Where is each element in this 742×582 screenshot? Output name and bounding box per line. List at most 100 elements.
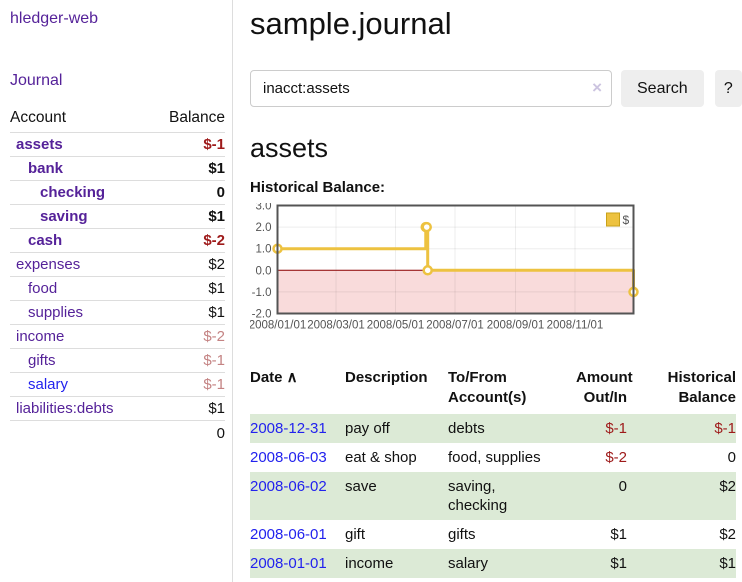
sidebar: hledger-web Journal Account Balance asse… bbox=[0, 0, 233, 582]
transaction-amount: $-1 bbox=[605, 420, 627, 437]
search-input[interactable] bbox=[250, 70, 612, 107]
transaction-row: 2008-12-31 pay off debts $-1 $-1 bbox=[250, 414, 736, 443]
svg-text:2.0: 2.0 bbox=[256, 222, 272, 234]
register-table: Date ∧ Description To/From Account(s) Amount… bbox=[250, 368, 736, 578]
account-balance: 0 bbox=[149, 180, 225, 205]
register-col-amount-outin: Amount Out/In bbox=[576, 369, 633, 406]
transaction-date-link[interactable]: 2008-12-31 bbox=[250, 420, 327, 437]
svg-text:2008/07/01: 2008/07/01 bbox=[426, 320, 484, 332]
svg-text:2008/11/01: 2008/11/01 bbox=[547, 320, 604, 332]
svg-text:2008/01/01: 2008/01/01 bbox=[250, 320, 306, 332]
account-balance: $-1 bbox=[149, 348, 225, 373]
accounts-table-body: assets $-1 bank $1 checking 0 saving $1 cash $-2 e… bbox=[10, 132, 225, 421]
accounts-col-balance: Balance bbox=[149, 105, 225, 133]
help-button[interactable]: ? bbox=[714, 70, 742, 107]
page-title: sample.journal bbox=[250, 6, 452, 41]
account-row: gifts $-1 bbox=[10, 348, 225, 373]
register-col-date[interactable]: Date ∧ bbox=[250, 369, 298, 386]
balance-chart: $ -2.0 -1.0 0.0 1.0 2.0 3.0 2008/01/01 2008/03/0… bbox=[249, 201, 742, 342]
svg-text:$: $ bbox=[623, 213, 630, 227]
accounts-total-value: 0 bbox=[149, 420, 225, 445]
account-balance: $-2 bbox=[149, 228, 225, 253]
account-row: liabilities:debts $1 bbox=[10, 396, 225, 421]
account-heading: assets bbox=[250, 133, 329, 163]
svg-text:-1.0: -1.0 bbox=[252, 287, 272, 299]
accounts-col-account: Account bbox=[10, 105, 150, 133]
account-link-salary[interactable]: salary bbox=[28, 376, 69, 393]
transaction-row: 2008-06-02 save saving, checking 0 $2 bbox=[250, 472, 736, 520]
account-row: salary $-1 bbox=[10, 372, 225, 397]
account-row: supplies $1 bbox=[10, 300, 225, 325]
account-balance: $1 bbox=[149, 300, 225, 325]
register-body: 2008-12-31 pay off debts $-1 $-1 2008-06-03 ea… bbox=[250, 414, 736, 578]
account-link-gifts[interactable]: gifts bbox=[28, 352, 56, 369]
account-link-income[interactable]: income bbox=[16, 328, 65, 345]
account-balance: $2 bbox=[149, 252, 225, 277]
svg-text:1.0: 1.0 bbox=[256, 244, 272, 256]
account-row: expenses $2 bbox=[10, 252, 225, 277]
transaction-description: eat & shop bbox=[345, 449, 417, 466]
account-row: bank $1 bbox=[10, 156, 225, 181]
account-balance: $-1 bbox=[149, 132, 225, 157]
register-col-tofrom-accounts: To/From Account(s) bbox=[448, 369, 527, 406]
account-balance: $1 bbox=[149, 396, 225, 421]
svg-text:3.0: 3.0 bbox=[256, 203, 272, 213]
register-col-description: Description bbox=[345, 369, 428, 386]
journal-link[interactable]: Journal bbox=[10, 72, 63, 89]
app-title-link[interactable]: hledger-web bbox=[10, 10, 99, 27]
svg-text:-2.0: -2.0 bbox=[252, 309, 272, 321]
transaction-description: save bbox=[345, 478, 377, 495]
transaction-accounts: saving, checking bbox=[448, 478, 508, 514]
transaction-amount: $1 bbox=[610, 526, 627, 543]
account-link-liabilities-debts[interactable]: liabilities:debts bbox=[16, 400, 114, 417]
register-header: Date ∧ Description To/From Account(s) Amount… bbox=[250, 368, 736, 414]
account-link-assets[interactable]: assets bbox=[16, 136, 63, 153]
account-row: assets $-1 bbox=[10, 132, 225, 157]
main-content: sample.journal × Search ? assets Histori… bbox=[249, 0, 742, 578]
account-link-food[interactable]: food bbox=[28, 280, 58, 297]
account-link-checking[interactable]: checking bbox=[40, 184, 106, 201]
register-col-historical-balance: Historical Balance bbox=[667, 369, 736, 406]
transaction-balance: $2 bbox=[719, 478, 736, 495]
svg-text:2008/03/01: 2008/03/01 bbox=[307, 320, 365, 332]
transaction-accounts: gifts bbox=[448, 526, 476, 543]
chart-label: Historical Balance: bbox=[250, 179, 386, 196]
account-link-bank[interactable]: bank bbox=[28, 160, 64, 177]
account-row: cash $-2 bbox=[10, 228, 225, 253]
transaction-date-link[interactable]: 2008-06-03 bbox=[250, 449, 327, 466]
svg-text:2008/05/01: 2008/05/01 bbox=[367, 320, 425, 332]
account-balance: $-2 bbox=[149, 324, 225, 349]
svg-text:0.0: 0.0 bbox=[256, 265, 272, 277]
svg-text:2008/09/01: 2008/09/01 bbox=[487, 320, 545, 332]
account-link-supplies[interactable]: supplies bbox=[28, 304, 84, 321]
search-button[interactable]: Search bbox=[621, 70, 704, 107]
account-balance: $-1 bbox=[149, 372, 225, 397]
account-balance: $1 bbox=[149, 156, 225, 181]
account-link-cash[interactable]: cash bbox=[28, 232, 63, 249]
account-row: saving $1 bbox=[10, 204, 225, 229]
transaction-amount: $1 bbox=[610, 555, 627, 572]
account-balance: $1 bbox=[149, 204, 225, 229]
transaction-balance: 0 bbox=[727, 449, 736, 466]
transaction-date-link[interactable]: 2008-06-02 bbox=[250, 478, 327, 495]
transaction-description: pay off bbox=[345, 420, 390, 437]
transaction-date-link[interactable]: 2008-06-01 bbox=[250, 526, 327, 543]
transaction-amount: 0 bbox=[618, 478, 627, 495]
transaction-row: 2008-01-01 income salary $1 $1 bbox=[250, 549, 736, 578]
transaction-amount: $-2 bbox=[605, 449, 627, 466]
account-row: checking 0 bbox=[10, 180, 225, 205]
transaction-description: income bbox=[345, 555, 394, 572]
accounts-table: Account Balance assets $-1 bank $1 checking 0… bbox=[10, 105, 225, 445]
transaction-description: gift bbox=[345, 526, 366, 543]
transaction-accounts: salary bbox=[448, 555, 489, 572]
account-link-saving[interactable]: saving bbox=[40, 208, 88, 225]
account-balance: $1 bbox=[149, 276, 225, 301]
transaction-balance: $1 bbox=[719, 555, 736, 572]
account-row: income $-2 bbox=[10, 324, 225, 349]
account-link-expenses[interactable]: expenses bbox=[16, 256, 81, 273]
transaction-balance: $-1 bbox=[714, 420, 736, 437]
transaction-row: 2008-06-03 eat & shop food, supplies $-2 0 bbox=[250, 443, 736, 472]
transaction-date-link[interactable]: 2008-01-01 bbox=[250, 555, 327, 572]
clear-search-icon[interactable]: × bbox=[592, 78, 602, 97]
sort-ascending-icon[interactable]: ∧ bbox=[282, 369, 298, 386]
